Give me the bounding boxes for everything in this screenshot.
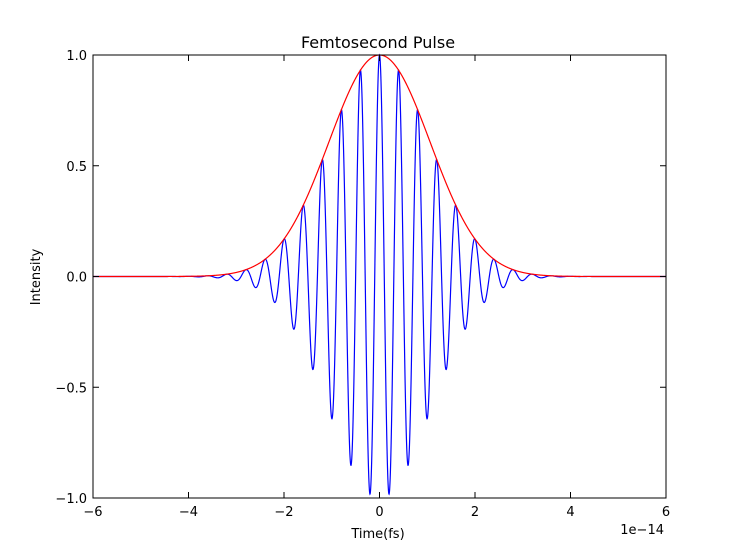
chart-title: Femtosecond Pulse [301, 33, 455, 52]
series-line-envelope [93, 54, 666, 278]
x-tick-label: 6 [662, 505, 670, 520]
x-tick-label: 4 [566, 505, 574, 520]
x-tick-label: −6 [83, 505, 102, 520]
x-tick-label: −4 [179, 505, 198, 520]
x-tick-label: 0 [375, 505, 383, 520]
y-tick-label: −0.5 [55, 381, 87, 396]
y-axis: −1.0 −0.5 0.0 0.5 1.0 [55, 49, 666, 507]
x-offset-label: 1e−14 [620, 523, 664, 538]
y-tick-label: 0.0 [66, 271, 87, 286]
y-axis-label: Intensity [29, 248, 44, 305]
x-axis: −6 −4 −2 0 2 4 6 [83, 55, 670, 520]
x-tick-label: −2 [274, 505, 293, 520]
y-tick-label: 1.0 [66, 49, 87, 64]
y-tick-label: −1.0 [55, 492, 87, 507]
plot-area [93, 53, 666, 496]
x-tick-label: 2 [471, 505, 479, 520]
y-tick-label: 0.5 [66, 160, 87, 175]
x-axis-label: Time(fs) [350, 527, 404, 542]
series-line-carrier [93, 53, 666, 496]
